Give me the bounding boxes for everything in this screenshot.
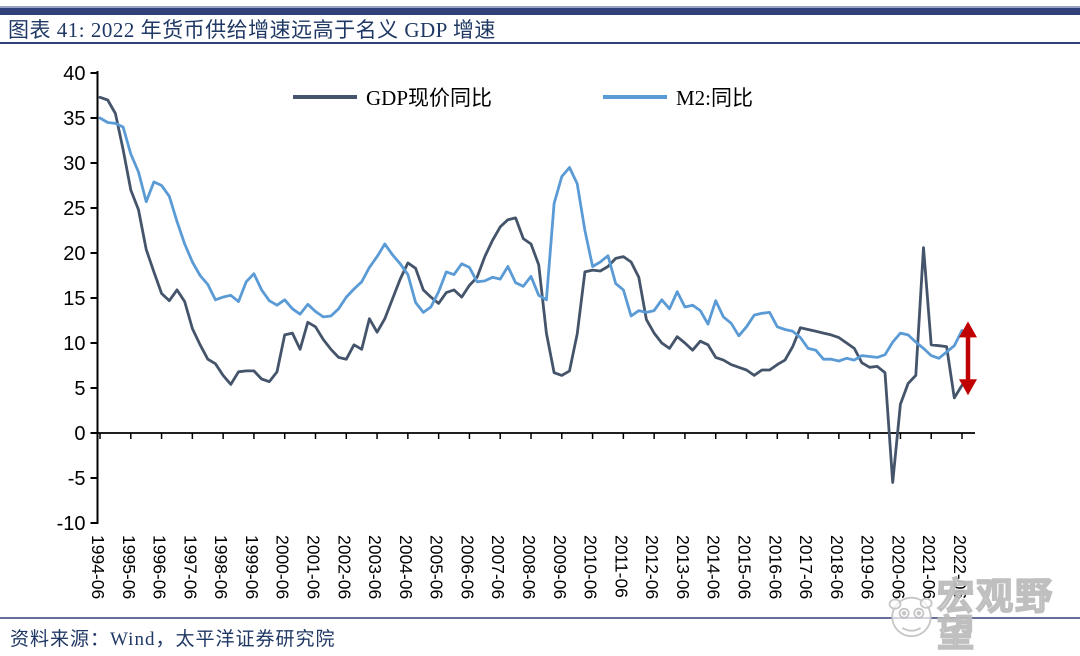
m2-line-swatch (603, 95, 667, 99)
y-tick-label: 10 (63, 333, 85, 355)
top-accent-bar (0, 6, 1080, 15)
x-tick-label: 2012-06 (642, 535, 662, 599)
x-tick-label: 2000-06 (273, 535, 293, 599)
x-tick-label: 2017-06 (796, 535, 816, 599)
y-tick-label: 0 (74, 423, 85, 445)
x-tick-label: 2001-06 (304, 535, 324, 599)
legend-item-gdp: GDP现价同比 (293, 86, 492, 110)
x-tick-label: 2004-06 (396, 535, 416, 599)
x-tick-label: 2021-06 (919, 535, 939, 599)
x-tick-label: 2022-06 (950, 535, 970, 599)
watermark-text: 宏观野望 (936, 577, 1055, 655)
x-tick-label: 2011-06 (611, 535, 631, 598)
y-tick-label: -10 (57, 513, 86, 535)
legend-item-m2: M2:同比 (603, 86, 753, 110)
x-tick-label: 2013-06 (673, 535, 693, 599)
x-tick-label: 2008-06 (519, 535, 539, 599)
page-title: 图表 41: 2022 年货币供给增速远高于名义 GDP 增速 (8, 18, 496, 42)
legend-label-m2: M2:同比 (676, 86, 754, 110)
y-tick-label: 40 (63, 63, 85, 85)
pig-face-icon (888, 596, 933, 638)
gdp-series-line (98, 95, 964, 484)
x-tick-label: 2014-06 (704, 535, 724, 599)
x-tick-label: 1999-06 (242, 535, 262, 599)
gdp-line-swatch (293, 95, 357, 99)
y-tick-label: -5 (68, 468, 86, 490)
gap-arrow-head-down (959, 379, 977, 396)
x-tick-label: 2003-06 (365, 535, 385, 599)
x-tick-label: 2009-06 (550, 535, 570, 599)
gap-arrow-head-up (959, 321, 977, 338)
x-tick-label: 2016-06 (765, 535, 785, 599)
x-tick-label: 1994-06 (88, 535, 108, 599)
x-tick-label: 2010-06 (581, 535, 601, 599)
data-source-note: 资料来源：Wind，太平洋证券研究院 (10, 629, 336, 650)
y-tick-label: 35 (63, 108, 85, 130)
x-tick-label: 2006-06 (457, 535, 477, 599)
footer-separator-line (0, 617, 1080, 619)
watermark: 宏观野望 (884, 577, 1080, 655)
x-tick-label: 2019-06 (858, 535, 878, 599)
legend-label-gdp: GDP现价同比 (366, 86, 493, 110)
x-tick-label: 2007-06 (488, 535, 508, 599)
x-tick-label: 2018-06 (827, 535, 847, 599)
x-tick-label: 1998-06 (211, 535, 231, 599)
x-tick-label: 1996-06 (150, 535, 170, 599)
title-separator-line (0, 42, 1080, 44)
y-tick-label: 5 (74, 378, 85, 400)
x-tick-label: 1995-06 (119, 535, 139, 599)
y-tick-label: 20 (63, 243, 85, 265)
x-tick-label: 2015-06 (735, 535, 755, 599)
x-tick-label: 2020-06 (888, 535, 908, 599)
x-tick-label: 2002-06 (334, 535, 354, 599)
y-tick-label: 25 (63, 198, 85, 220)
y-tick-label: 30 (63, 153, 85, 175)
x-tick-label: 2005-06 (427, 535, 447, 599)
m2-series-line (98, 116, 964, 363)
x-tick-label: 1997-06 (180, 535, 200, 599)
y-tick-label: 15 (63, 288, 85, 310)
